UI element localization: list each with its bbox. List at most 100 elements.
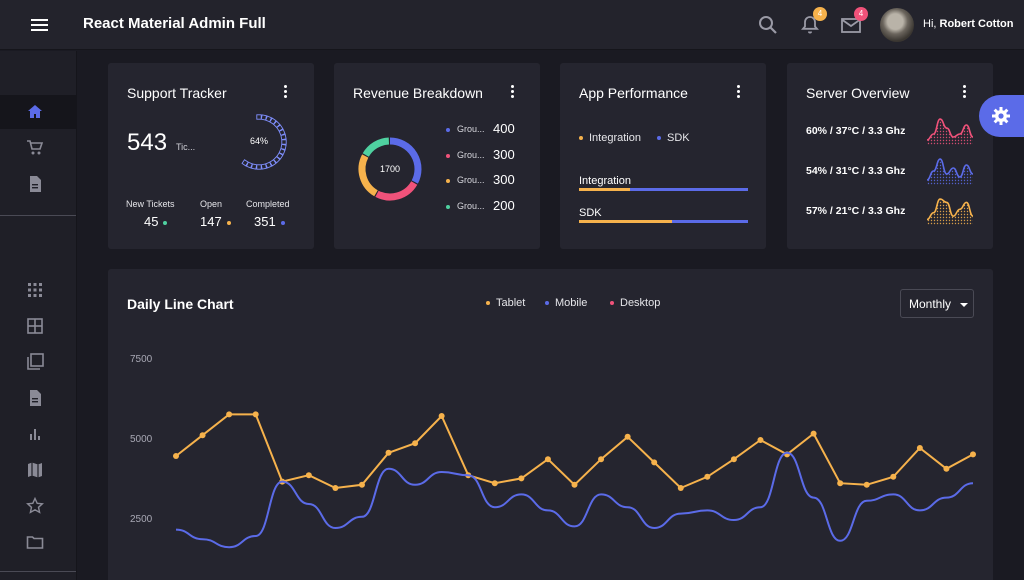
tickets-total: 543 (127, 129, 168, 156)
data-point-tablet (757, 437, 764, 443)
server-sparkline-2 (927, 158, 973, 185)
server-stat-3: 57% / 21°C / 3.3 Ghz (806, 205, 906, 217)
stat-new-value: 45 (144, 214, 168, 229)
more-vert-icon[interactable] (507, 85, 517, 101)
chart-title: Daily Line Chart (127, 296, 234, 312)
progress-segment (278, 128, 286, 136)
settings-button[interactable] (979, 95, 1024, 137)
perf-integration-label: Integration (579, 175, 631, 187)
revenue-donut (358, 137, 422, 201)
sidebar-item-map[interactable] (0, 453, 76, 487)
file-icon (30, 390, 41, 406)
data-point-tablet (810, 430, 817, 437)
sparkline-line (927, 118, 973, 141)
progress-segment (256, 164, 262, 170)
data-point-tablet (385, 449, 392, 456)
data-point-tablet (173, 453, 179, 459)
bell-icon[interactable]: 4 (797, 7, 827, 38)
more-vert-icon[interactable] (733, 85, 743, 101)
sidebar-item-charts[interactable] (0, 417, 76, 451)
stat-open-label: Open (200, 199, 223, 209)
data-point-tablet (544, 456, 551, 463)
revenue-value: 200 (493, 198, 515, 213)
sidebar-item-document[interactable] (0, 167, 76, 201)
stat-completed-label: Completed (246, 199, 290, 209)
avatar[interactable] (880, 8, 914, 42)
revenue-breakdown-card: Revenue Breakdown 1700 Grou... 400 Grou.… (334, 63, 540, 249)
period-dropdown[interactable]: Monthly (900, 289, 974, 318)
y-tick: 7500 (130, 354, 153, 365)
progress-segment (242, 118, 248, 124)
sidebar-item-home[interactable] (0, 95, 76, 129)
sidebar-item-apps[interactable] (0, 273, 76, 307)
progress-segment (280, 143, 287, 150)
progress-segment (245, 161, 253, 169)
data-point-tablet (890, 473, 897, 480)
data-point-tablet (226, 411, 233, 418)
data-point-tablet (438, 413, 445, 419)
grid-icon (27, 318, 43, 334)
menu-icon[interactable] (22, 13, 58, 37)
data-point-tablet (199, 432, 206, 439)
sparkline-area (927, 119, 973, 145)
progress-segment (235, 153, 241, 159)
progress-segment (235, 125, 241, 131)
tickets-progress-label: 64% (249, 136, 268, 146)
map-icon (28, 462, 42, 478)
donut-slice (375, 181, 418, 201)
series-line-tablet (175, 413, 974, 490)
progress-segment (256, 114, 262, 120)
app-performance-card: App Performance Integration SDK Integrat… (560, 63, 766, 249)
perf-sdk-label: SDK (579, 207, 602, 219)
stat-open-value: 147 (200, 214, 231, 229)
revenue-value: 300 (493, 147, 515, 162)
server-overview-card: Server Overview 60% / 37°C / 3.3 Ghz 54%… (787, 63, 993, 249)
document-icon (30, 176, 41, 192)
donut-slice (362, 137, 390, 157)
data-point-tablet (730, 456, 737, 463)
progress-segment (233, 130, 239, 136)
sidebar-item-cart[interactable] (0, 131, 76, 165)
sidebar-item-layers[interactable] (0, 345, 76, 379)
data-point-tablet (518, 475, 525, 482)
more-vert-icon[interactable] (959, 85, 969, 101)
server-sparkline-1 (927, 118, 973, 145)
sidebar-item-folder[interactable] (0, 525, 76, 559)
progress-segment (260, 163, 267, 170)
y-tick: 5000 (130, 434, 153, 445)
user-name: Robert Cotton (939, 18, 1014, 30)
sidebar (0, 51, 77, 580)
messages-badge: 4 (854, 7, 868, 21)
data-point-tablet (305, 472, 312, 479)
support-tracker-card: Support Tracker 543 Tic... 64% New Ticke… (108, 63, 314, 249)
sidebar-item-favorites[interactable] (0, 489, 76, 523)
progress-segment (272, 155, 281, 164)
revenue-value: 400 (493, 121, 515, 136)
user-greeting[interactable]: Hi, Robert Cotton (923, 18, 1013, 30)
progress-segment (233, 149, 239, 155)
data-point-tablet (571, 481, 578, 488)
sidebar-divider (0, 215, 76, 216)
legend-sdk: SDK (657, 132, 690, 144)
tickets-progress-ring (233, 114, 287, 170)
more-vert-icon[interactable] (280, 85, 290, 101)
gear-icon (992, 107, 1010, 125)
sidebar-item-file[interactable] (0, 381, 76, 415)
data-point-tablet (863, 481, 870, 488)
stat-completed-value: 351 (254, 214, 285, 229)
progress-segment (241, 159, 249, 167)
star-icon (26, 497, 44, 514)
progress-segment (269, 117, 277, 125)
mail-icon[interactable]: 4 (838, 7, 868, 38)
search-icon[interactable] (755, 12, 781, 38)
card-title: Support Tracker (127, 85, 227, 101)
revenue-total: 1700 (379, 164, 401, 174)
legend-integration: Integration (579, 132, 641, 144)
sidebar-item-grid[interactable] (0, 309, 76, 343)
server-stat-1: 60% / 37°C / 3.3 Ghz (806, 125, 906, 137)
server-stat-2: 54% / 31°C / 3.3 Ghz (806, 165, 906, 177)
progress-segment (252, 115, 257, 120)
progress-segment (281, 139, 287, 145)
perf-sdk-bar (579, 220, 748, 223)
stat-new-label: New Tickets (126, 199, 175, 209)
